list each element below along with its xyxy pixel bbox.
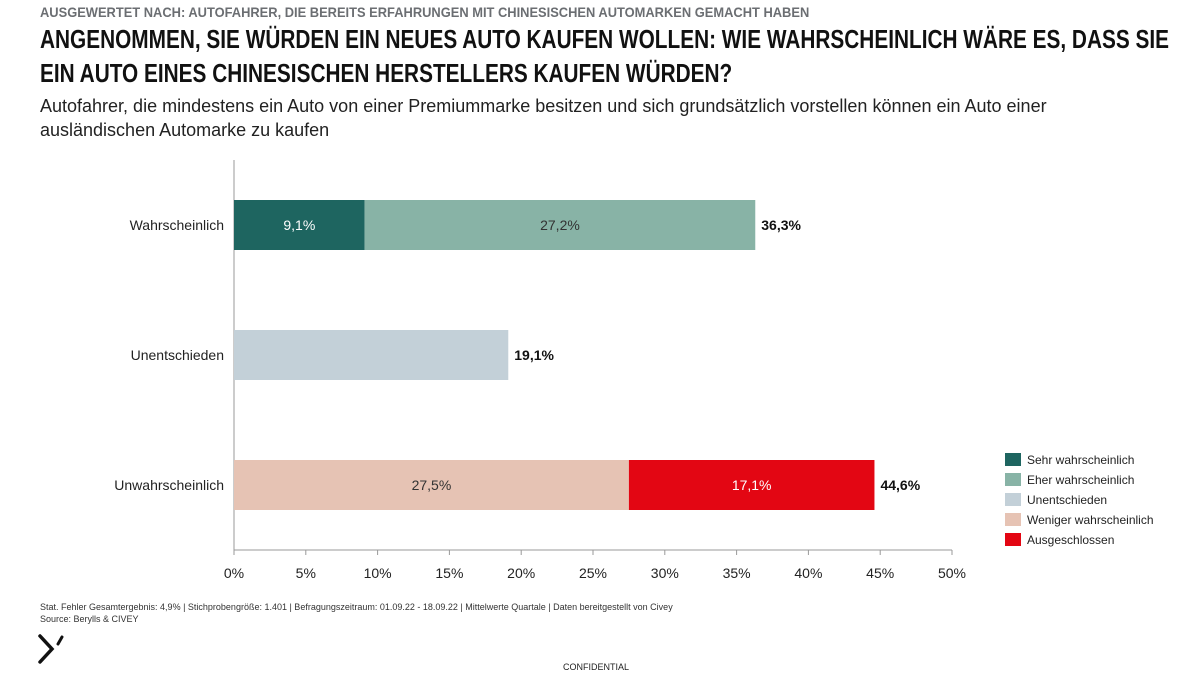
bar-value-label: 17,1% — [732, 477, 772, 493]
legend-label: Unentschieden — [1027, 493, 1107, 507]
footer: Stat. Fehler Gesamtergebnis: 4,9% | Stic… — [40, 601, 673, 625]
bar-total-label: 19,1% — [514, 347, 554, 363]
x-tick-label: 5% — [296, 565, 316, 581]
bar-segment — [364, 200, 756, 250]
x-tick-label: 50% — [938, 565, 966, 581]
legend-swatch — [1005, 533, 1021, 546]
legend-label: Eher wahrscheinlich — [1027, 473, 1134, 487]
x-tick-label: 35% — [723, 565, 751, 581]
chart-title: ANGENOMMEN, SIE WÜRDEN EIN NEUES AUTO KA… — [40, 24, 1170, 88]
x-tick-label: 45% — [866, 565, 894, 581]
legend-label: Weniger wahrscheinlich — [1027, 513, 1154, 527]
footer-note: Stat. Fehler Gesamtergebnis: 4,9% | Stic… — [40, 602, 673, 612]
x-tick-label: 30% — [651, 565, 679, 581]
bar-value-label: 9,1% — [283, 217, 315, 233]
x-tick-label: 10% — [364, 565, 392, 581]
footer-source: Source: Berylls & CIVEY — [40, 614, 139, 624]
legend-swatch — [1005, 513, 1021, 526]
bar-segment — [234, 330, 509, 380]
x-tick-label: 20% — [507, 565, 535, 581]
bar-value-label: 27,2% — [540, 217, 580, 233]
bar-total-label: 36,3% — [761, 217, 801, 233]
berylls-logo-icon — [38, 634, 64, 664]
chart-title-wrap: ANGENOMMEN, SIE WÜRDEN EIN NEUES AUTO KA… — [40, 22, 1170, 90]
bar-segment — [234, 200, 365, 250]
legend-swatch — [1005, 453, 1021, 466]
category-label: Unentschieden — [131, 347, 224, 363]
legend-swatch — [1005, 493, 1021, 506]
legend-label: Ausgeschlossen — [1027, 533, 1114, 547]
x-tick-label: 40% — [794, 565, 822, 581]
category-label: Unwahrscheinlich — [114, 477, 224, 493]
bar-total-label: 44,6% — [880, 477, 920, 493]
category-label: Wahrscheinlich — [130, 217, 224, 233]
legend-label: Sehr wahrscheinlich — [1027, 453, 1134, 467]
kicker: AUSGEWERTET NACH: AUTOFAHRER, DIE BEREIT… — [40, 4, 810, 20]
chart-subtitle: Autofahrer, die mindestens ein Auto von … — [40, 96, 1047, 140]
x-tick-label: 25% — [579, 565, 607, 581]
confidential-label: CONFIDENTIAL — [563, 662, 630, 672]
x-tick-label: 15% — [435, 565, 463, 581]
x-tick-label: 0% — [224, 565, 244, 581]
legend-swatch — [1005, 473, 1021, 486]
bar-value-label: 27,5% — [412, 477, 452, 493]
bar-segment — [234, 460, 629, 510]
bar-segment — [628, 460, 875, 510]
chart-header: AUSGEWERTET NACH: AUTOFAHRER, DIE BEREIT… — [40, 4, 1170, 142]
